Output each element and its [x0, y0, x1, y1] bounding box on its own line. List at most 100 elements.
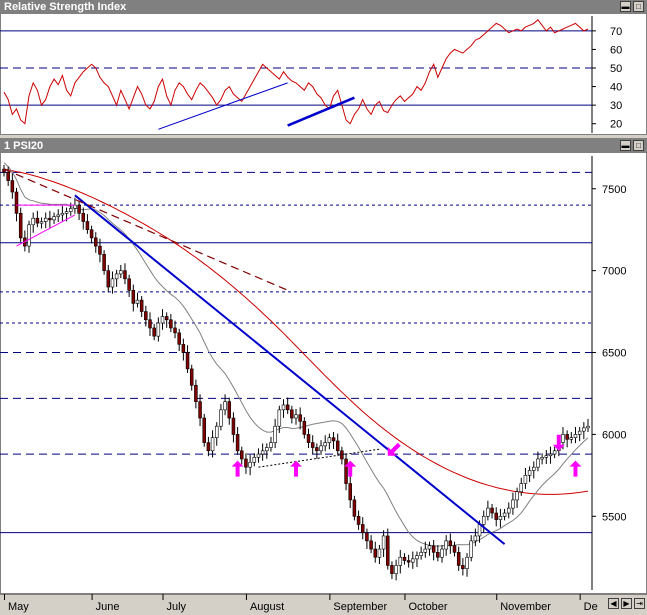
candle-body [227, 401, 232, 419]
candle-body [502, 512, 507, 517]
rsi-titlebar: Relative Strength Index [0, 0, 647, 14]
candle-body [52, 216, 56, 221]
price-minimize-button[interactable]: ▬ [620, 140, 631, 151]
arrow-down-icon [552, 434, 565, 451]
candle-body [223, 401, 227, 411]
candle-body [577, 430, 582, 435]
candle-body [419, 552, 423, 556]
candle-body [302, 421, 307, 435]
month-label: October [408, 601, 447, 613]
candle-body [548, 453, 553, 457]
candle-body [144, 311, 148, 321]
candle-body [348, 483, 352, 501]
month-label: September [333, 601, 387, 613]
candle-body [511, 499, 515, 509]
candle-body [498, 516, 503, 520]
price-maximize-button[interactable]: □ [633, 140, 644, 151]
candle-body [523, 475, 528, 484]
candle-body [219, 409, 223, 427]
candle-body [398, 556, 403, 566]
candle-body [231, 417, 236, 435]
candle-body [77, 204, 81, 214]
candle-body [194, 384, 198, 402]
arrow-up-icon [290, 460, 302, 477]
candle-body [377, 548, 382, 558]
price-title: 1 PSI20 [4, 140, 44, 152]
candle-body [448, 540, 453, 547]
candle-body [43, 217, 48, 222]
candle-body [381, 535, 386, 550]
rsi-line [3, 18, 589, 125]
rsi-y-tick-label: 50 [610, 63, 622, 75]
candle-body [98, 245, 102, 255]
price-downtrend-line [74, 194, 506, 545]
candle-body [506, 507, 511, 514]
price-y-tick-label: 7500 [602, 184, 626, 196]
arrow-up-icon [344, 460, 357, 477]
price-y-tick-label: 7000 [602, 266, 626, 278]
rsi-y-tick-label: 40 [610, 82, 622, 94]
candle-body [473, 535, 478, 542]
candle-body [440, 548, 444, 558]
candle-body [323, 442, 327, 447]
candle-body [189, 368, 194, 386]
candle-body [469, 540, 473, 558]
candle-body [373, 548, 378, 558]
candle-body [285, 404, 290, 411]
candle-body [260, 450, 265, 455]
candle-body [81, 213, 86, 222]
candle-body [269, 442, 273, 448]
candle-body [252, 457, 257, 463]
candle-body [477, 524, 482, 537]
candle-body [164, 316, 169, 321]
candle-body [423, 548, 428, 553]
candle-body [552, 450, 557, 455]
candle-body [415, 555, 419, 560]
rsi-maximize-button[interactable]: □ [633, 1, 644, 12]
candle-body [360, 524, 365, 533]
candle-body [411, 558, 415, 563]
candle-body [431, 545, 436, 553]
candle-body [315, 447, 319, 452]
candle-body [544, 455, 549, 458]
rsi-y-tick-label: 70 [610, 26, 622, 38]
candle-body [114, 273, 119, 280]
candle-body [127, 278, 131, 291]
rsi-minimize-button[interactable]: ▬ [620, 1, 631, 12]
candle-body [406, 560, 411, 563]
candle-body [256, 453, 261, 458]
candle-body [344, 458, 348, 484]
candle-body [565, 434, 569, 440]
candle-body [390, 565, 394, 574]
candle-body [210, 437, 215, 452]
candle-body [586, 425, 590, 429]
month-label: De [584, 601, 598, 613]
candle-body [48, 217, 52, 221]
scroll-left-button[interactable]: ◀ [608, 598, 619, 609]
candle-body [515, 491, 519, 501]
price-titlebar: 1 PSI20 [0, 139, 647, 153]
candle-body [327, 437, 332, 443]
candle-body [540, 457, 544, 460]
candle-body [135, 299, 140, 304]
candle-body [465, 556, 469, 570]
scroll-right-button[interactable]: ▶ [621, 598, 632, 609]
scroll-end-button[interactable]: ⇥ [634, 598, 645, 609]
rsi-title: Relative Strength Index [4, 1, 127, 13]
candle-body [206, 442, 211, 452]
rsi-trendline-lower [287, 96, 355, 127]
candle-body [131, 289, 136, 304]
candle-body [177, 332, 181, 345]
moving-average-long [3, 168, 589, 495]
candle-body [160, 316, 165, 324]
candle-body [452, 545, 457, 553]
candle-body [214, 425, 219, 438]
candle-body [39, 221, 44, 224]
candle-body [139, 299, 144, 312]
candle-body [573, 434, 578, 438]
month-label: November [500, 601, 551, 613]
arrow-diagonal-icon [387, 442, 401, 456]
candle-body [352, 499, 357, 517]
candle-body [461, 565, 465, 570]
